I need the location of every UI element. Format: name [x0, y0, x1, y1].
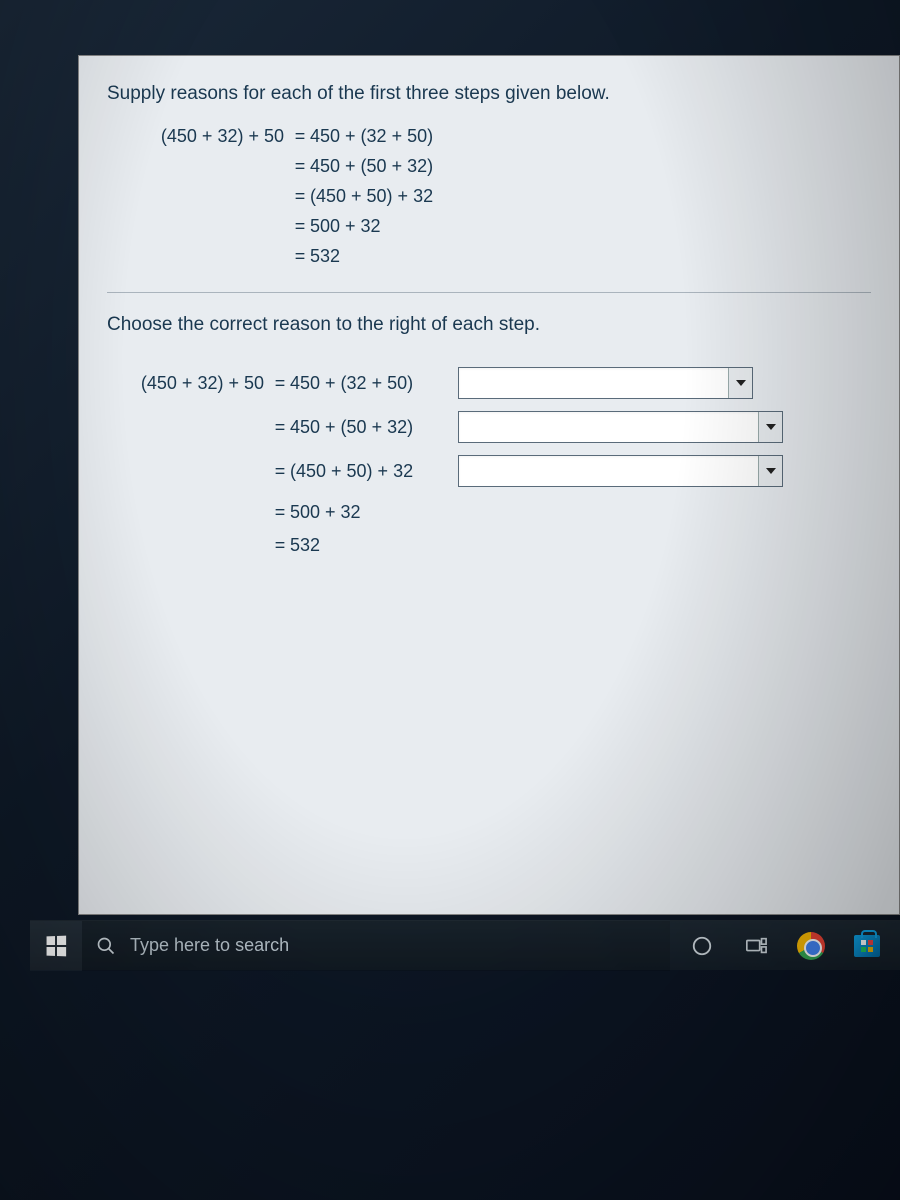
search-icon [96, 936, 116, 956]
chevron-down-icon [728, 368, 752, 398]
equals-sign: = [290, 123, 310, 150]
step-rhs: 450 + (50 + 32) [290, 414, 440, 441]
store-app-icon[interactable] [852, 931, 882, 961]
chrome-app-icon[interactable] [796, 931, 826, 961]
equation-block: (450 + 32) + 50 = 450 + (32 + 50) = 450 … [135, 123, 871, 270]
chevron-down-icon [758, 412, 782, 442]
step-row: = (450 + 50) + 32 [123, 455, 871, 487]
step-row: = 450 + (50 + 32) [123, 411, 871, 443]
taskbar-search[interactable]: Type here to search [82, 921, 670, 971]
step-rhs: 450 + (32 + 50) [290, 370, 440, 397]
taskbar-right [670, 921, 900, 971]
equation-row: (450 + 32) + 50 = 450 + (32 + 50) [135, 123, 871, 150]
taskbar: Type here to search [30, 920, 900, 970]
task-view-icon[interactable] [742, 932, 770, 960]
equation-rhs: 500 + 32 [310, 213, 381, 240]
equation-row: = (450 + 50) + 32 [135, 183, 871, 210]
step-row: (450 + 32) + 50 = 450 + (32 + 50) [123, 367, 871, 399]
step-row: = 500 + 32 [123, 499, 871, 526]
divider [107, 292, 871, 293]
step-rhs: (450 + 50) + 32 [290, 458, 440, 485]
reason-dropdown-2[interactable] [458, 411, 783, 443]
cortana-icon[interactable] [688, 932, 716, 960]
equation-rhs: (450 + 50) + 32 [310, 183, 433, 210]
equation-row: = 532 [135, 243, 871, 270]
step-rhs: 532 [290, 532, 320, 559]
equals-sign: = [290, 153, 310, 180]
equals-sign: = [290, 183, 310, 210]
equals-sign: = [270, 370, 290, 397]
instruction-text: Choose the correct reason to the right o… [107, 311, 871, 340]
app-window: Supply reasons for each of the first thr… [78, 55, 900, 915]
reason-dropdown-3[interactable] [458, 455, 783, 487]
equals-sign: = [290, 213, 310, 240]
step-row: = 532 [123, 532, 871, 559]
equation-rhs: 532 [310, 243, 340, 270]
answer-steps: (450 + 32) + 50 = 450 + (32 + 50) = 450 … [123, 367, 871, 559]
chevron-down-icon [758, 456, 782, 486]
reason-dropdown-1[interactable] [458, 367, 753, 399]
equation-rhs: 450 + (50 + 32) [310, 153, 433, 180]
equation-row: = 450 + (50 + 32) [135, 153, 871, 180]
equation-lhs: (450 + 32) + 50 [135, 123, 290, 150]
equals-sign: = [270, 532, 290, 559]
question-panel: Supply reasons for each of the first thr… [79, 56, 899, 589]
equals-sign: = [270, 499, 290, 526]
search-placeholder: Type here to search [130, 935, 289, 956]
equation-row: = 500 + 32 [135, 213, 871, 240]
prompt-title: Supply reasons for each of the first thr… [107, 80, 871, 109]
equals-sign: = [270, 414, 290, 441]
equals-sign: = [290, 243, 310, 270]
equals-sign: = [270, 458, 290, 485]
windows-icon [47, 935, 67, 956]
equation-rhs: 450 + (32 + 50) [310, 123, 433, 150]
start-button[interactable] [30, 921, 82, 971]
step-lhs: (450 + 32) + 50 [123, 370, 270, 397]
step-rhs: 500 + 32 [290, 499, 361, 526]
